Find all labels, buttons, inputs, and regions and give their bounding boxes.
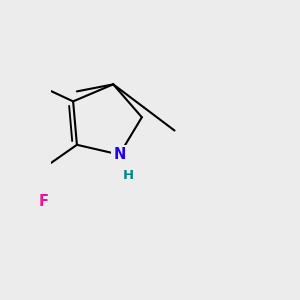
Text: H: H [123,169,134,182]
Text: F: F [39,194,49,208]
Text: N: N [113,147,126,162]
